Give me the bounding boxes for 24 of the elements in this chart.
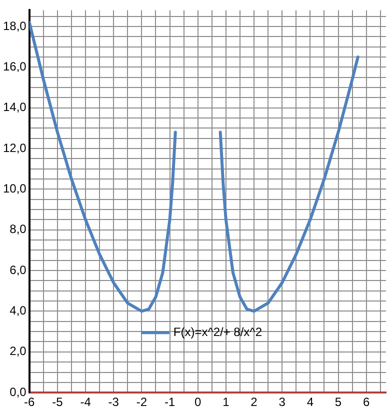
x-tick-label: 5 (334, 395, 342, 410)
x-tick-label: 4 (306, 395, 314, 410)
legend-label: F(x)=x^2/+ 8/x^2 (173, 324, 262, 339)
x-tick-label: -3 (108, 395, 120, 410)
y-tick-label: 16,0 (2, 59, 27, 74)
y-tick-label: 4,0 (10, 304, 27, 318)
y-tick-label: 12,0 (2, 140, 27, 155)
x-tick-label: 6 (363, 395, 370, 410)
x-tick-label: 2 (250, 395, 258, 410)
x-tick-label: -6 (24, 395, 36, 410)
y-tick-label: 8,0 (10, 222, 27, 236)
x-tick-label: -5 (52, 395, 64, 410)
x-tick-label: 3 (278, 395, 286, 410)
x-tick-label: 0 (194, 395, 202, 410)
y-tick-label: 0,0 (10, 384, 27, 399)
y-tick-label: 10,0 (2, 182, 27, 196)
x-tick-label: -4 (80, 395, 92, 410)
y-tick-label: 6,0 (10, 262, 27, 277)
y-tick-label: 18,0 (2, 18, 27, 33)
x-tick-label: -2 (136, 395, 148, 410)
x-tick-label: 1 (222, 395, 230, 410)
y-tick-label: 14,0 (2, 100, 27, 114)
y-tick-label: 2,0 (10, 344, 27, 358)
x-tick-label: -1 (164, 395, 176, 410)
